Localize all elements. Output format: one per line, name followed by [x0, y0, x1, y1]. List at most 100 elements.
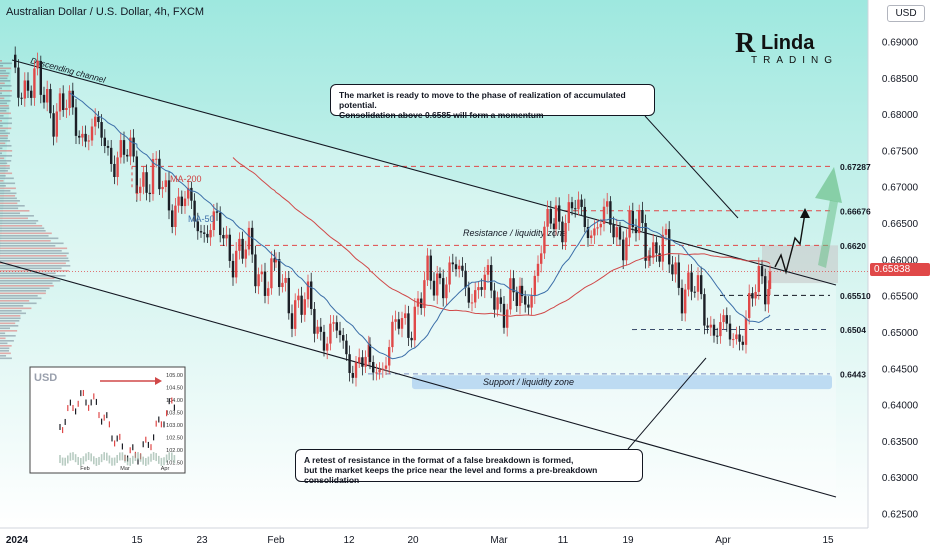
x-tick-label: 23 [196, 535, 208, 546]
candle-body [583, 206, 586, 227]
x-tick-label: 12 [343, 535, 355, 546]
candle-body [684, 289, 687, 314]
volume-profile-bar [0, 160, 12, 162]
volume-profile-bar [0, 107, 10, 110]
inset-volume-bar [121, 452, 124, 461]
candle-body [110, 147, 113, 164]
candle-body [62, 93, 65, 111]
candle-body [171, 210, 174, 227]
candle-body [158, 158, 161, 190]
candle-body [512, 278, 515, 293]
volume-profile-bar [0, 207, 19, 210]
currency-badge[interactable]: USD [887, 5, 925, 22]
candle-body [129, 137, 132, 157]
logo-line1: Linda [761, 32, 815, 54]
callout-top-pointer [644, 115, 739, 219]
candle-body [732, 339, 735, 341]
candle-body [17, 67, 20, 98]
y-tick-label: 0.66000 [882, 255, 919, 266]
volume-profile-bar [0, 267, 62, 270]
candle-body [281, 282, 284, 288]
candle-body [751, 293, 754, 299]
volume-profile-bar [0, 62, 12, 65]
candle-body [574, 208, 577, 210]
candle-body [209, 230, 212, 238]
candle-body [741, 341, 744, 345]
volume-profile-bar [0, 337, 6, 340]
candle-body [351, 372, 354, 378]
volume-profile-bar [0, 287, 50, 290]
candle-body [641, 210, 644, 224]
candle-body [596, 227, 599, 229]
candle-body [294, 300, 297, 329]
candle-body [177, 196, 180, 206]
candle-body [580, 199, 583, 207]
candle-body [212, 211, 215, 231]
candle-body [326, 343, 329, 351]
candle-body [480, 287, 483, 290]
inset-title: USD [34, 372, 57, 384]
candle-body [549, 208, 552, 224]
candle-body [612, 224, 615, 238]
candle-body [493, 290, 496, 310]
y-tick-label: 0.64500 [882, 364, 919, 375]
callout-bottom-pointer [627, 357, 707, 450]
candle-body [477, 287, 480, 291]
candle-body [49, 89, 52, 114]
candle-body [764, 276, 767, 305]
candle-body [527, 304, 530, 308]
candle-body [602, 206, 606, 224]
candle-body [119, 140, 122, 158]
candle-body [139, 186, 142, 193]
inset-axis-label: 101.50 [166, 461, 183, 467]
volume-profile-bar [0, 215, 34, 217]
candle-body [536, 263, 540, 276]
candle-body [634, 227, 638, 234]
candle-body [284, 277, 287, 283]
candle-body [490, 265, 493, 291]
volume-profile-bar [0, 70, 6, 72]
candle-body [606, 201, 609, 207]
candle-body [251, 227, 254, 255]
candle-body [438, 273, 442, 279]
inset-volume-bar [80, 457, 82, 466]
candle-body [71, 90, 74, 108]
volume-profile-bar [0, 220, 39, 222]
candle-body [744, 317, 748, 345]
inset-volume-bar [152, 452, 155, 461]
candle-body [496, 297, 499, 310]
candle-body [23, 80, 26, 99]
candle-body [719, 322, 722, 337]
volume-profile-bar [0, 227, 45, 230]
candle-body [142, 172, 145, 187]
candle-body [464, 270, 467, 288]
candle-body [467, 287, 470, 303]
x-tick-label: 20 [407, 535, 419, 546]
candle-body [36, 60, 39, 69]
candle-body [655, 242, 658, 254]
candle-body [661, 234, 664, 262]
candle-body [90, 126, 94, 141]
volume-profile-bar [0, 205, 25, 207]
volume-profile-bar [0, 282, 53, 285]
volume-profile-bar [0, 162, 8, 165]
candle-body [638, 210, 641, 234]
candle-body [14, 54, 17, 68]
candle-body [515, 292, 518, 306]
volume-profile-bar [0, 192, 17, 195]
candle-body [631, 210, 634, 228]
candle-body [567, 202, 570, 224]
logo-line2: TRADING [751, 55, 838, 66]
x-tick-label: 2024 [6, 535, 29, 546]
volume-profile-bar [0, 145, 12, 147]
volume-profile-bar [0, 280, 61, 282]
y-tick-label: 0.65500 [882, 292, 919, 303]
volume-profile-bar [0, 202, 18, 205]
candle-body [155, 158, 158, 160]
candle-body [397, 319, 400, 329]
candle-body [652, 242, 655, 258]
candle-body [768, 271, 772, 289]
inset-volume-bar [67, 455, 69, 464]
volume-profile-bar [0, 242, 64, 245]
candle-body [593, 228, 596, 236]
